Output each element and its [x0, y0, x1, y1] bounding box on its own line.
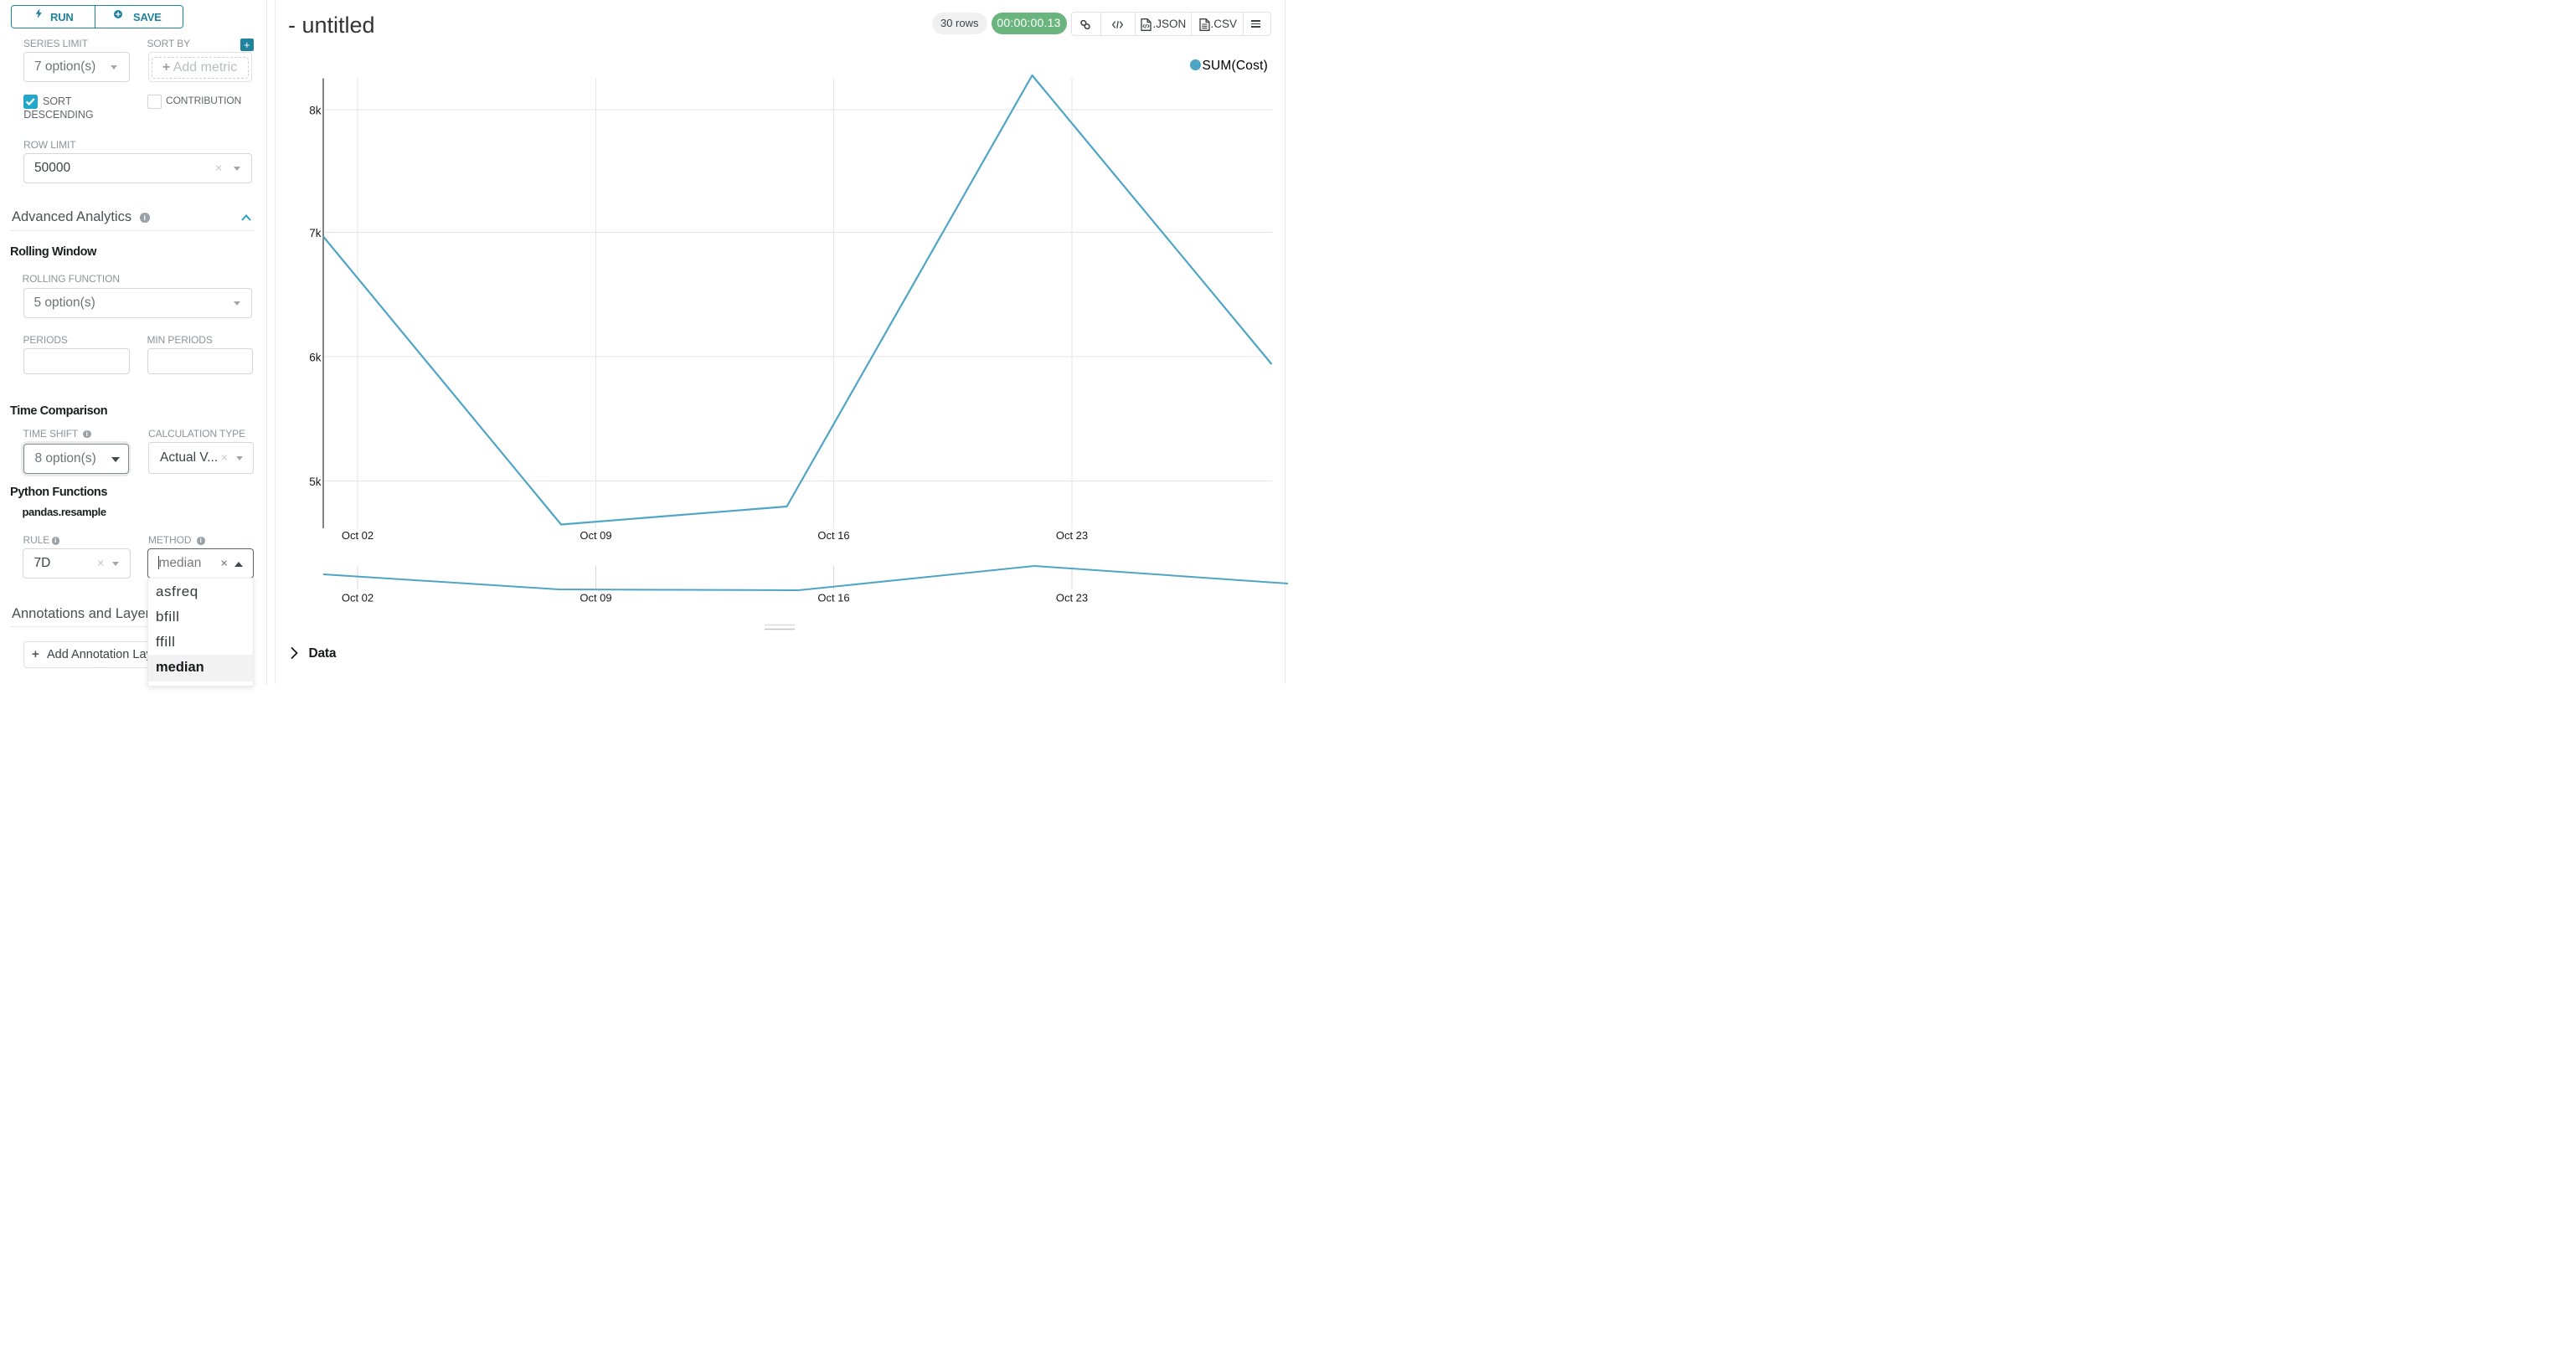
svg-text:Oct 02: Oct 02: [342, 529, 374, 542]
svg-text:Oct 23: Oct 23: [1056, 592, 1088, 604]
svg-text:Oct 16: Oct 16: [817, 592, 849, 604]
svg-text:Oct 09: Oct 09: [580, 592, 611, 604]
svg-text:Oct 16: Oct 16: [817, 529, 849, 542]
svg-text:Oct 02: Oct 02: [342, 592, 374, 604]
svg-text:6k: 6k: [309, 352, 322, 364]
svg-text:Oct 09: Oct 09: [580, 529, 611, 542]
svg-text:8k: 8k: [309, 105, 322, 117]
svg-text:Oct 23: Oct 23: [1056, 529, 1088, 542]
svg-text:5k: 5k: [309, 476, 322, 488]
svg-text:7k: 7k: [309, 227, 322, 239]
